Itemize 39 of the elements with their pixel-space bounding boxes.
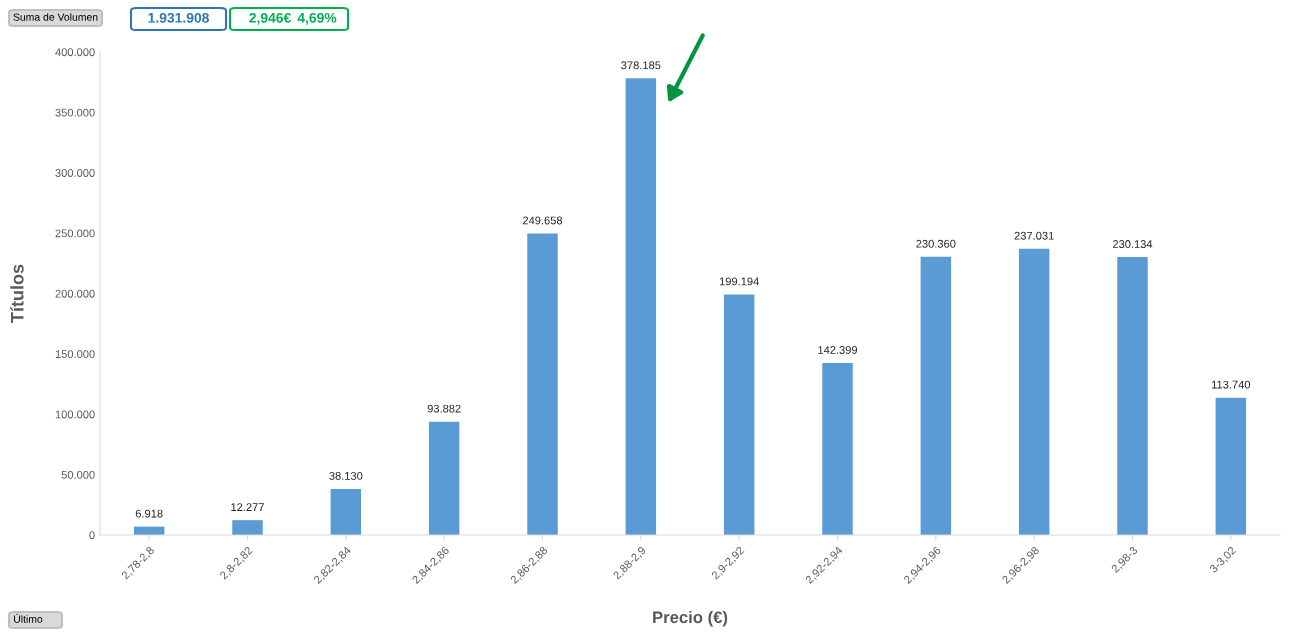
data-label: 38.130 bbox=[329, 471, 363, 480]
y-tick-label: 400.000 bbox=[55, 48, 95, 57]
data-label: 12.277 bbox=[231, 503, 264, 511]
data-label: 6.918 bbox=[135, 509, 163, 518]
y-tick-label: 0 bbox=[89, 531, 95, 540]
bar bbox=[920, 256, 952, 535]
y-tick-label: 100.000 bbox=[55, 410, 95, 419]
data-label: 237.031 bbox=[1014, 231, 1054, 240]
data-label: 142.399 bbox=[818, 346, 858, 354]
bar bbox=[822, 363, 853, 535]
text: 1.931.908 bbox=[148, 12, 209, 23]
y-tick-label: 350.000 bbox=[55, 108, 95, 117]
data-label: 93.882 bbox=[427, 404, 461, 413]
bar bbox=[625, 78, 657, 535]
data-label: 230.360 bbox=[916, 239, 956, 248]
y-tick-label: 300.000 bbox=[55, 169, 95, 177]
y-axis-title: Títulos bbox=[10, 264, 24, 323]
x-axis-title: Precio (€) bbox=[653, 610, 728, 627]
data-label: 249.658 bbox=[522, 216, 563, 225]
data-label: 230.134 bbox=[1112, 240, 1153, 248]
data-label: 378.185 bbox=[621, 61, 661, 70]
bar bbox=[232, 520, 263, 535]
y-tick-label: 50.000 bbox=[61, 470, 95, 479]
text: 2,946€ bbox=[249, 12, 291, 25]
y-tick-label: 150.000 bbox=[55, 350, 95, 359]
data-label: 199.194 bbox=[719, 277, 759, 286]
bar bbox=[428, 421, 460, 535]
text: 4,69% bbox=[297, 12, 337, 25]
bar bbox=[723, 294, 755, 535]
bar bbox=[1117, 257, 1148, 535]
bar bbox=[527, 233, 558, 535]
text: Último bbox=[14, 613, 43, 623]
bar bbox=[1018, 248, 1050, 535]
bar bbox=[330, 488, 362, 535]
y-tick-label: 200.000 bbox=[55, 289, 95, 298]
bar bbox=[1215, 397, 1247, 535]
y-tick-label: 250.000 bbox=[55, 229, 95, 238]
text: Suma de Volumen bbox=[13, 13, 98, 21]
data-label: 113.740 bbox=[1212, 380, 1251, 389]
